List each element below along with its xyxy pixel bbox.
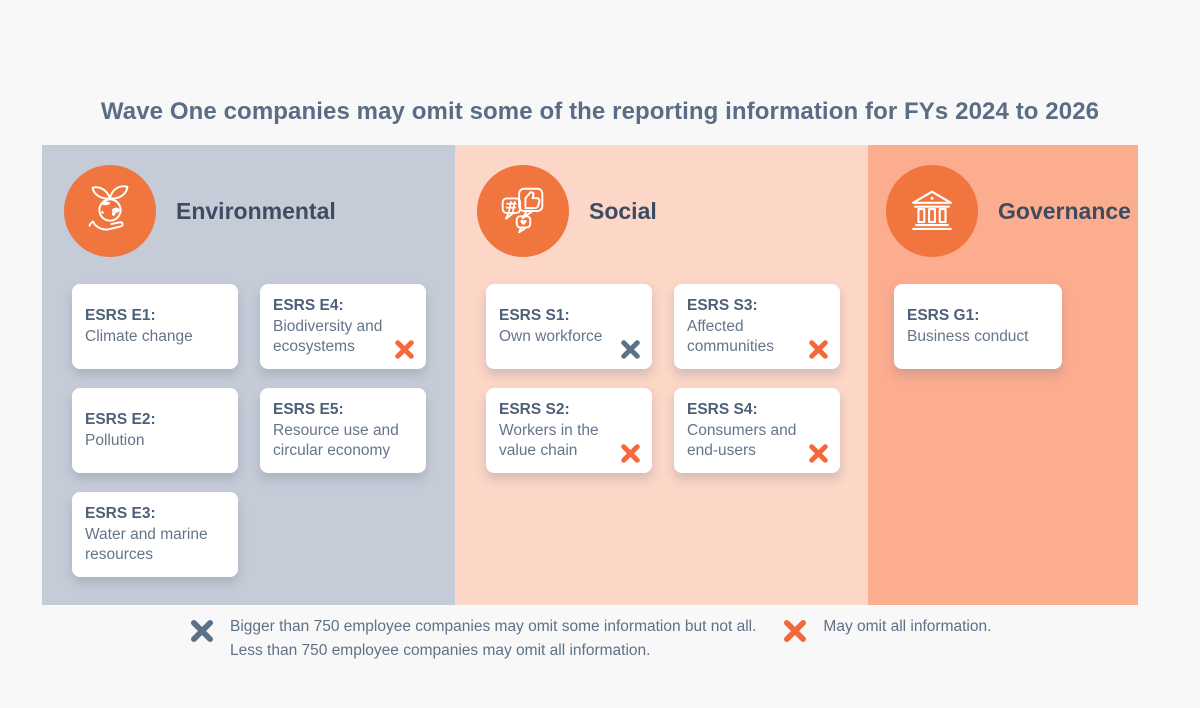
legend: Bigger than 750 employee companies may o… <box>187 615 991 663</box>
omit-all-icon <box>806 441 831 466</box>
card-desc: Biodiversity and ecosystems <box>273 317 383 355</box>
plant-in-hand-icon <box>64 165 156 257</box>
card-esrs-e5: ESRS E5: Resource use and circular econo… <box>260 388 426 473</box>
column-social: Social ESRS S1: Own workforce ESRS S3: A… <box>455 145 868 605</box>
governance-heading: Governance <box>998 197 1131 224</box>
bank-building-icon <box>886 165 978 257</box>
esg-columns-band: Environmental ESRS E1: Climate change ES… <box>42 145 1138 605</box>
governance-cards: ESRS G1: Business conduct <box>894 284 1138 369</box>
legend-item-partial-omit: Bigger than 750 employee companies may o… <box>187 615 756 663</box>
card-desc: Climate change <box>85 327 193 345</box>
legend-line: Less than 750 employee companies may omi… <box>230 642 651 660</box>
card-code: ESRS G1: <box>907 306 980 324</box>
card-desc: Affected communities <box>687 317 774 355</box>
card-code: ESRS E2: <box>85 410 156 428</box>
social-header: Social <box>455 145 868 257</box>
orange-x-icon <box>780 616 810 646</box>
legend-text: Bigger than 750 employee companies may o… <box>230 615 756 663</box>
legend-item-omit-all: May omit all information. <box>780 615 991 646</box>
card-esrs-s4: ESRS S4: Consumers and end-users <box>674 388 840 473</box>
card-code: ESRS S4: <box>687 400 758 418</box>
card-esrs-e2: ESRS E2: Pollution <box>72 388 238 473</box>
column-governance: Governance ESRS G1: Business conduct <box>868 145 1138 605</box>
environmental-heading: Environmental <box>176 197 336 224</box>
card-esrs-e3: ESRS E3: Water and marine resources <box>72 492 238 577</box>
omit-all-icon <box>806 337 831 362</box>
card-code: ESRS S3: <box>687 296 758 314</box>
card-desc: Workers in the value chain <box>499 421 599 459</box>
environmental-header: Environmental <box>42 145 455 257</box>
card-code: ESRS S1: <box>499 306 570 324</box>
environmental-cards: ESRS E1: Climate change ESRS E4: Biodive… <box>72 284 455 577</box>
social-cards: ESRS S1: Own workforce ESRS S3: Affected… <box>486 284 868 473</box>
governance-header: Governance <box>868 145 1138 257</box>
card-desc: Business conduct <box>907 327 1029 345</box>
legend-text: May omit all information. <box>823 615 991 639</box>
chat-bubbles-icon <box>477 165 569 257</box>
omit-partial-icon <box>618 337 643 362</box>
card-code: ESRS E1: <box>85 306 156 324</box>
social-heading: Social <box>589 197 657 224</box>
card-desc: Pollution <box>85 431 145 449</box>
card-desc: Water and marine resources <box>85 525 208 563</box>
gray-x-icon <box>187 616 217 646</box>
card-esrs-s1: ESRS S1: Own workforce <box>486 284 652 369</box>
card-esrs-g1: ESRS G1: Business conduct <box>894 284 1062 369</box>
card-desc: Resource use and circular economy <box>273 421 399 459</box>
column-environmental: Environmental ESRS E1: Climate change ES… <box>42 145 455 605</box>
legend-line: May omit all information. <box>823 618 992 635</box>
omit-all-icon <box>618 441 643 466</box>
card-code: ESRS S2: <box>499 400 570 418</box>
legend-line: Bigger than 750 employee companies may o… <box>230 618 757 635</box>
card-esrs-s2: ESRS S2: Workers in the value chain <box>486 388 652 473</box>
card-esrs-e4: ESRS E4: Biodiversity and ecosystems <box>260 284 426 369</box>
card-code: ESRS E4: <box>273 296 344 314</box>
page-title: Wave One companies may omit some of the … <box>100 98 1100 126</box>
card-desc: Consumers and end-users <box>687 421 797 459</box>
card-esrs-s3: ESRS S3: Affected communities <box>674 284 840 369</box>
omit-all-icon <box>392 337 417 362</box>
card-code: ESRS E5: <box>273 400 344 418</box>
card-esrs-e1: ESRS E1: Climate change <box>72 284 238 369</box>
card-code: ESRS E3: <box>85 504 156 522</box>
card-desc: Own workforce <box>499 327 603 345</box>
